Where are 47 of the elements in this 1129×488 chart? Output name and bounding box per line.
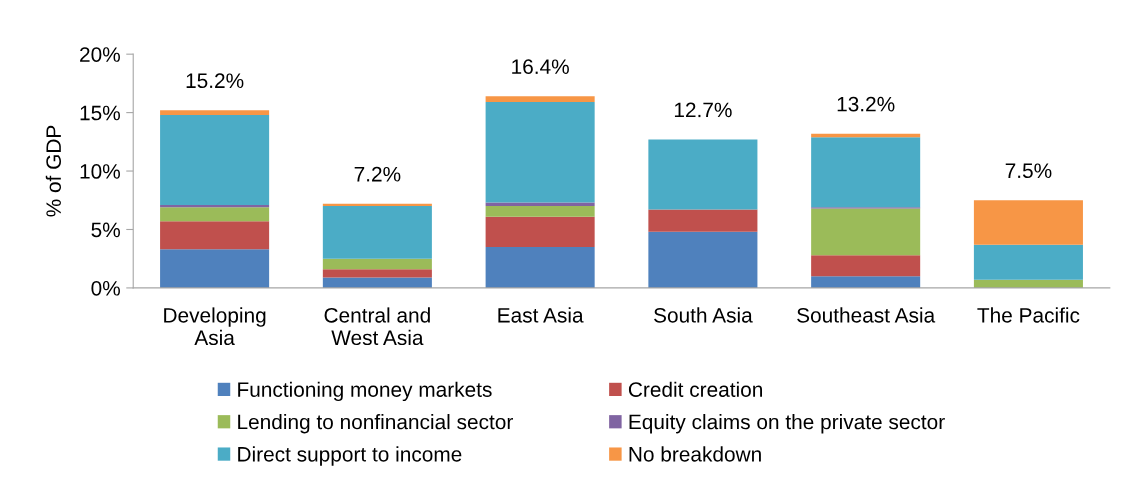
legend-label: Functioning money markets <box>238 381 492 402</box>
total-label: 12.7% <box>674 102 732 118</box>
bar <box>811 137 921 208</box>
bar <box>160 110 270 115</box>
bar <box>485 216 595 248</box>
bar <box>322 277 432 288</box>
bar <box>485 102 595 203</box>
x-tick-label: Developing Asia <box>164 307 266 346</box>
x-tick-label: Central and West Asia <box>324 307 430 346</box>
x-tick-label: East Asia <box>498 307 584 323</box>
bar <box>648 209 758 232</box>
y-tick-label: 20% <box>80 47 120 62</box>
total-label: 16.4% <box>512 59 569 75</box>
legend-label: Direct support to income <box>238 446 462 466</box>
bar <box>322 258 432 270</box>
legend-label: Lending to nonfinancial sector <box>238 413 513 434</box>
bar <box>648 139 758 210</box>
legend-label: Credit creation <box>628 381 762 397</box>
bar <box>160 221 270 250</box>
bar <box>322 269 432 278</box>
bar <box>811 208 921 256</box>
bar <box>485 96 595 103</box>
legend-label: No breakdown <box>629 446 761 462</box>
bar <box>322 206 432 259</box>
bar <box>811 276 921 288</box>
total-label: 7.2% <box>354 166 401 182</box>
bar <box>811 255 921 277</box>
bar <box>160 249 270 288</box>
bar <box>160 114 270 205</box>
y-tick-label: 10% <box>80 164 120 179</box>
total-label: 13.2% <box>837 96 895 112</box>
legend-label: Equity claims on the private sector <box>629 413 945 434</box>
bar <box>160 207 270 222</box>
x-tick-label: The Pacific <box>977 307 1080 323</box>
total-label: 15.2% <box>186 73 244 89</box>
y-axis-title: % of GDP <box>45 125 62 217</box>
bar <box>485 247 595 288</box>
x-tick-label: Southeast Asia <box>797 307 936 323</box>
bar <box>973 200 1083 245</box>
bar <box>485 206 595 217</box>
bar <box>648 231 758 288</box>
bar <box>973 244 1083 280</box>
y-tick-label: 15% <box>80 105 120 121</box>
y-tick-label: 0% <box>91 280 120 296</box>
total-label: 7.5% <box>1005 163 1052 179</box>
x-tick-label: South Asia <box>654 307 753 323</box>
y-tick-label: 5% <box>91 222 120 238</box>
